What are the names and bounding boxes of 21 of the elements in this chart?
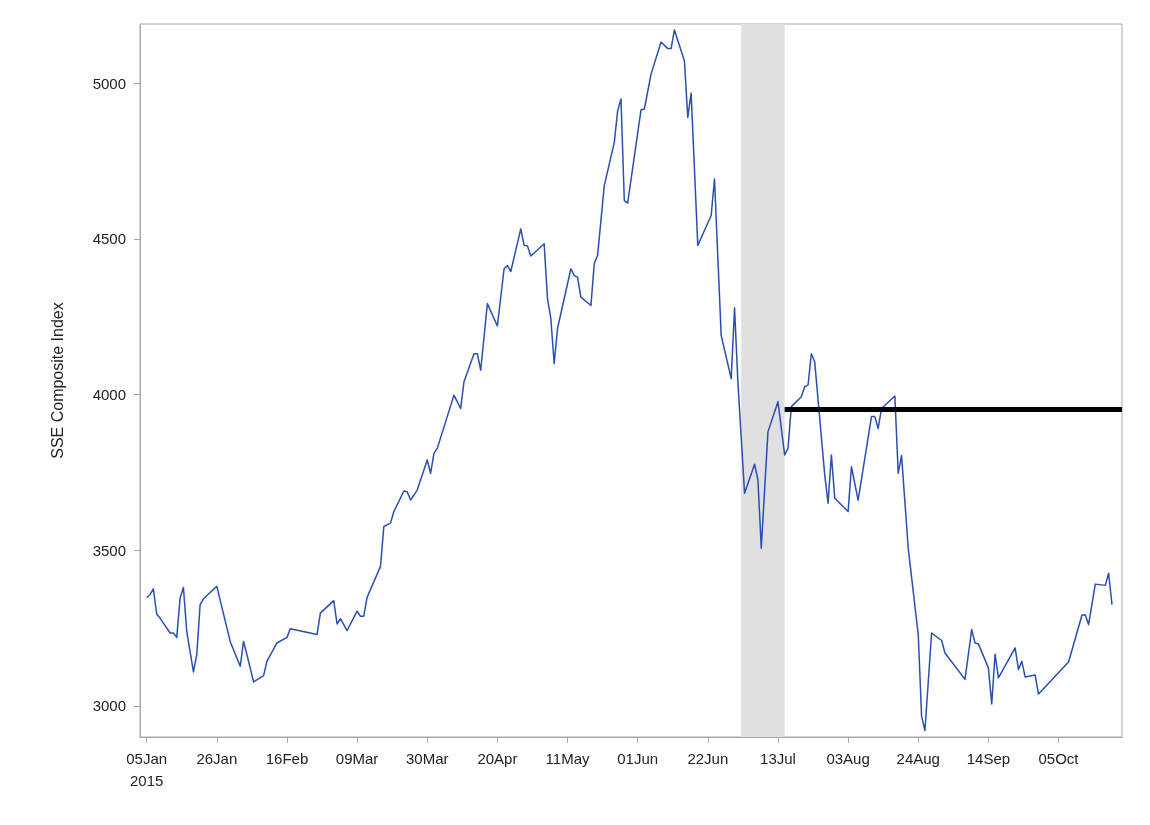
x-tick-label: 14Sep — [966, 749, 1011, 767]
x-tick-label: 22Jun — [687, 749, 729, 767]
x-tick-label: 30Mar — [405, 749, 449, 767]
y-axis-title: SSE Composite Index — [48, 302, 66, 459]
x-tick-label: 03Aug — [826, 749, 870, 767]
x-tick-label: 11May — [545, 749, 590, 767]
x-tick-label: 05Jan 2015 — [126, 749, 168, 789]
y-tick-label: 4500 — [92, 230, 126, 248]
x-tick-label: 16Feb — [265, 749, 309, 767]
x-tick-label: 13Jul — [760, 749, 796, 767]
x-tick-label: 01Jun — [617, 749, 659, 767]
x-tick-label: 09Mar — [335, 749, 379, 767]
x-tick-label: 05Oct — [1038, 749, 1080, 767]
y-tick-label: 3500 — [92, 541, 126, 559]
x-tick-label: 24Aug — [896, 749, 940, 767]
y-tick-label: 5000 — [92, 74, 126, 92]
y-tick-label: 4000 — [92, 386, 126, 404]
x-tick-label: 26Jan — [196, 749, 238, 767]
x-tick-label: 20Apr — [477, 749, 518, 767]
y-tick-label: 3000 — [92, 697, 126, 715]
line-series — [145, 29, 1113, 732]
